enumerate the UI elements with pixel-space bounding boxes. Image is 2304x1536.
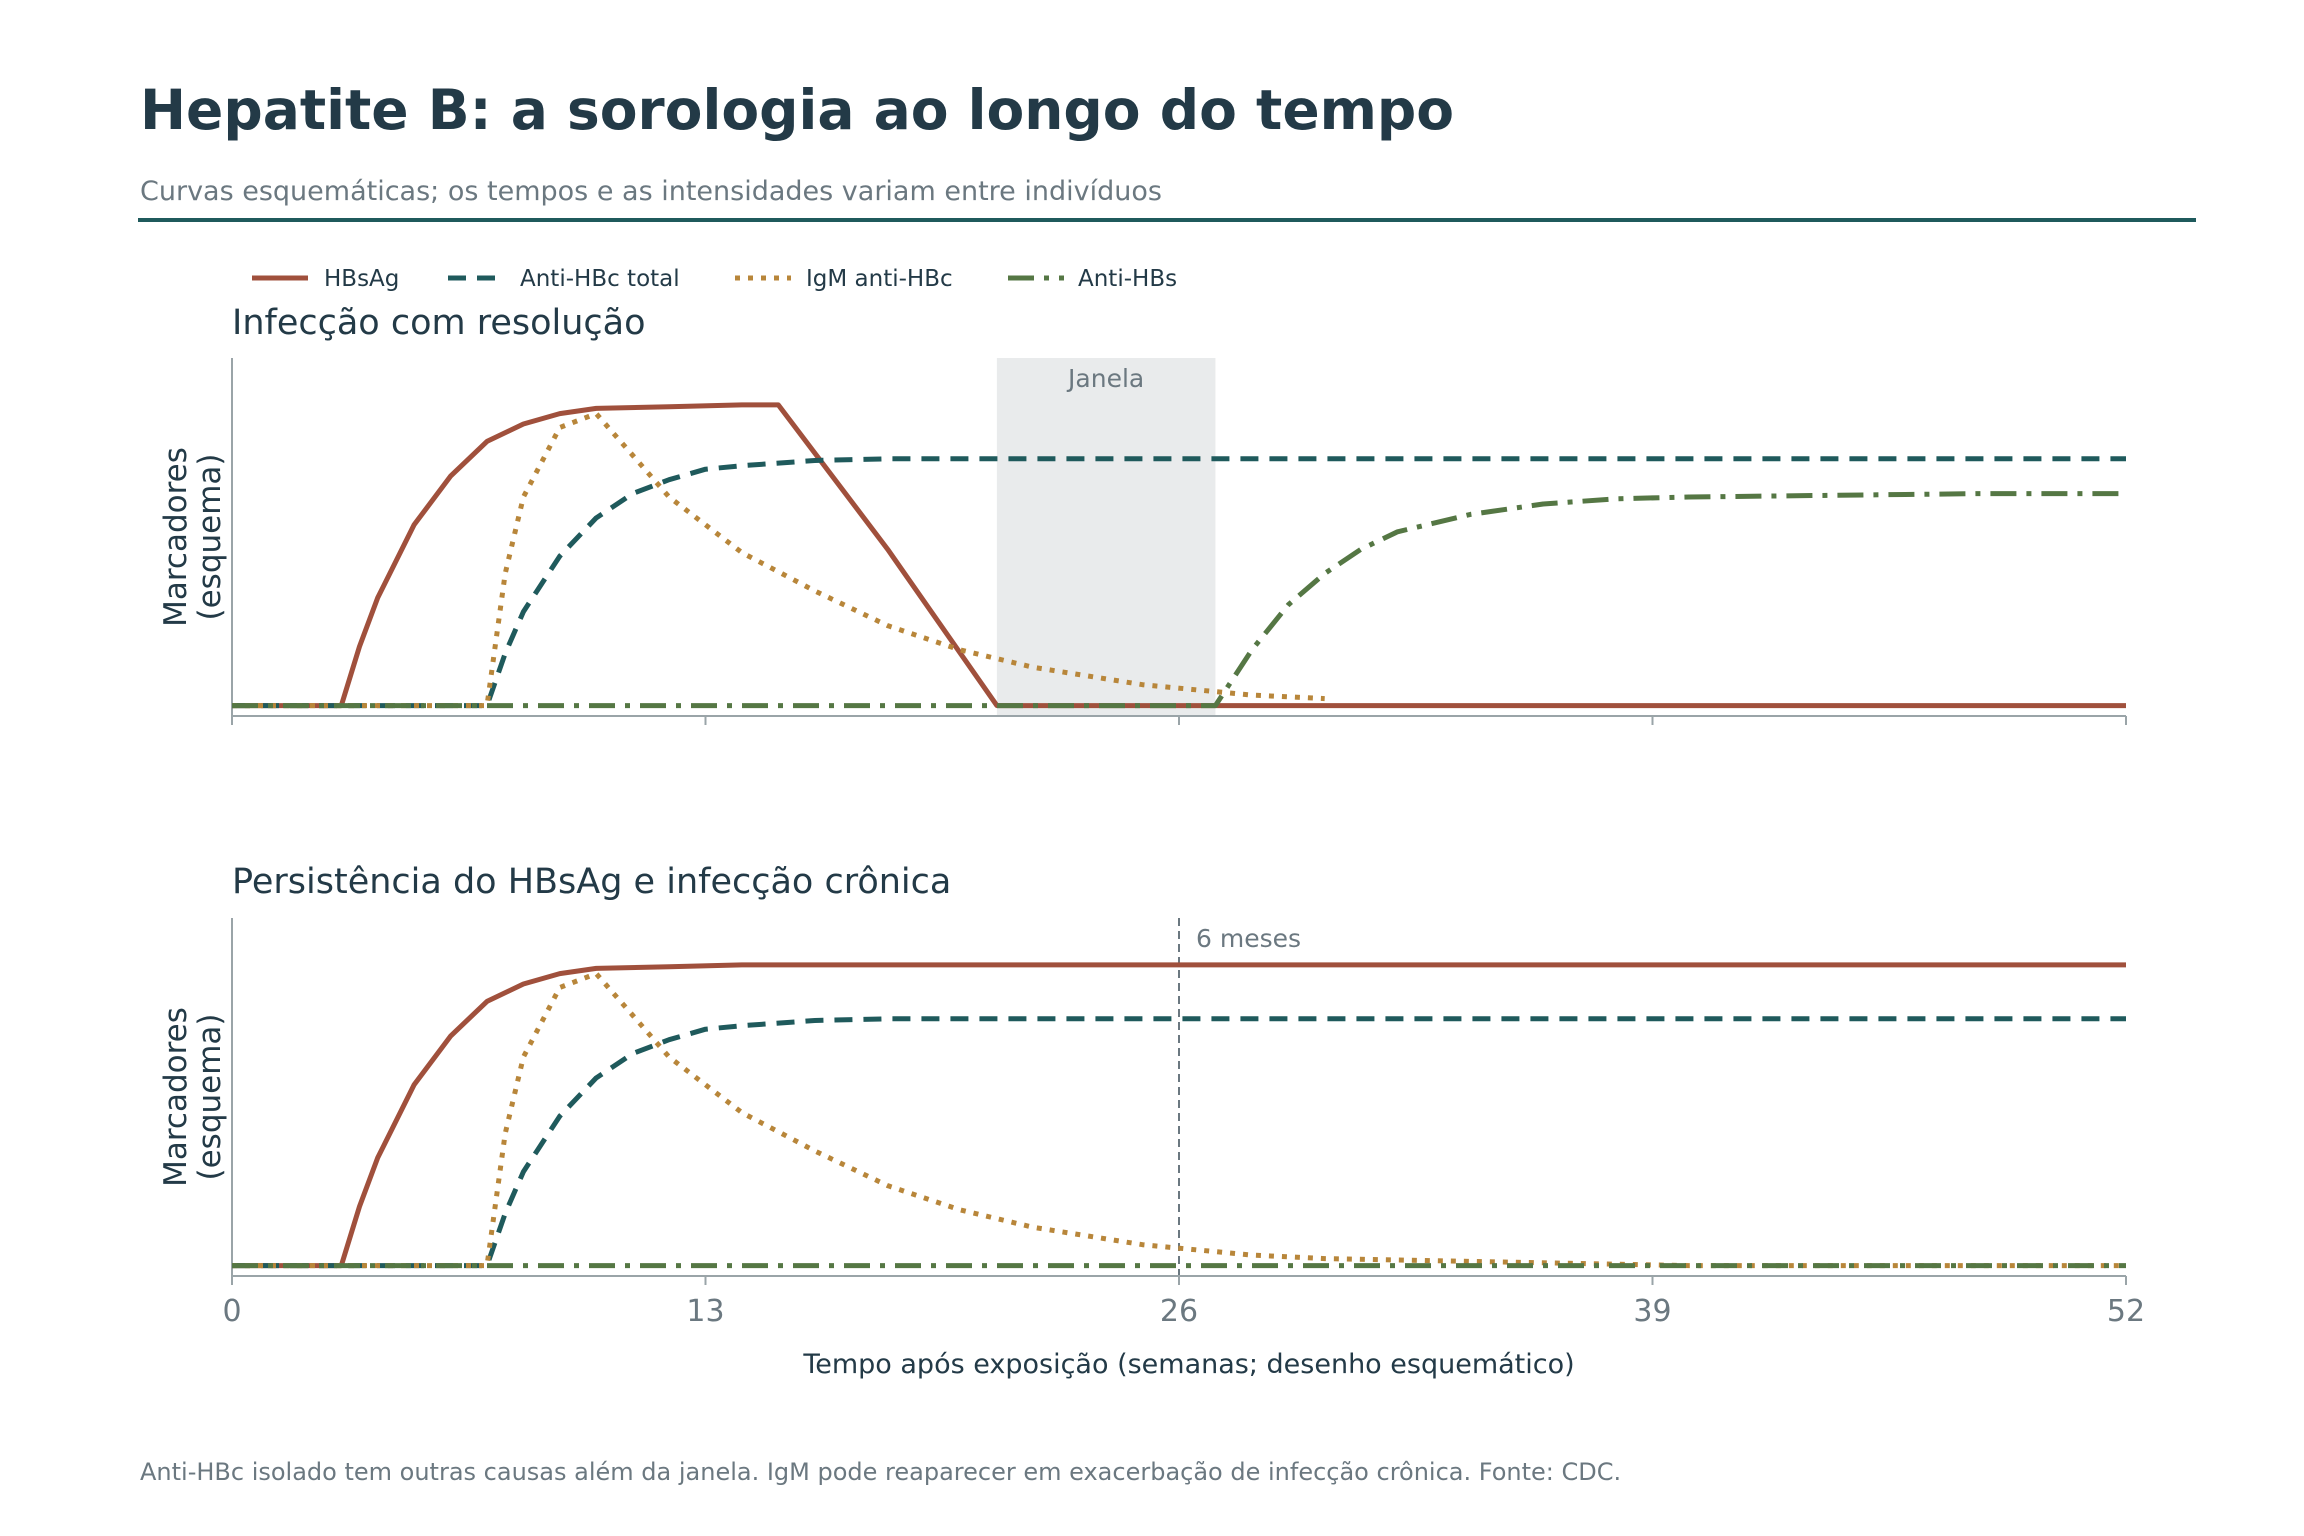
legend-item-anti-hbc-total: Anti-HBc total	[448, 266, 680, 292]
legend-label: Anti-HBs	[1078, 266, 1177, 292]
x-axis-label: Tempo após exposição (semanas; desenho e…	[802, 1349, 1574, 1380]
panel-title: Persistência do HBsAg e infecção crônica	[232, 862, 951, 902]
x-tick-label: 0	[222, 1294, 241, 1329]
x-tick-label: 39	[1633, 1294, 1671, 1329]
six-months-label: 6 meses	[1196, 924, 1301, 953]
header-divider	[138, 218, 2196, 222]
series-anti-hbc-total	[232, 1016, 2126, 1269]
x-tick-label: 26	[1160, 1294, 1198, 1329]
legend-label: IgM anti-HBc	[806, 266, 953, 292]
series-anti-hbc-total	[232, 456, 2126, 709]
panel-1: Infecção com resolução Janela Marcadores(e…	[158, 303, 2127, 725]
y-axis-label: Marcadores(esquema)	[158, 1007, 228, 1187]
panel-2: Persistência do HBsAg e infecção crônica…	[158, 862, 2145, 1380]
legend-label: HBsAg	[324, 266, 399, 292]
series-anti-hbs	[232, 491, 2126, 709]
panel-title: Infecção com resolução	[232, 303, 646, 343]
window-region	[996, 358, 1216, 716]
series-hbsag	[232, 962, 2126, 1269]
page-subtitle: Curvas esquemáticas; os tempos e as inte…	[140, 176, 1162, 207]
legend-item-igm-anti-hbc: IgM anti-HBc	[735, 266, 953, 292]
x-tick-label: 13	[686, 1294, 724, 1329]
x-tick-label: 52	[2107, 1294, 2145, 1329]
page-title: Hepatite B: a sorologia ao longo do temp…	[140, 78, 1455, 142]
window-label: Janela	[1066, 364, 1144, 393]
y-axis-label: Marcadores(esquema)	[158, 447, 228, 627]
legend-label: Anti-HBc total	[520, 266, 680, 292]
footer-note: Anti-HBc isolado tem outras causas além …	[140, 1458, 1622, 1486]
legend-item-anti-hbs: Anti-HBs	[1008, 266, 1177, 292]
legend-item-hbsag: HBsAg	[252, 266, 399, 292]
